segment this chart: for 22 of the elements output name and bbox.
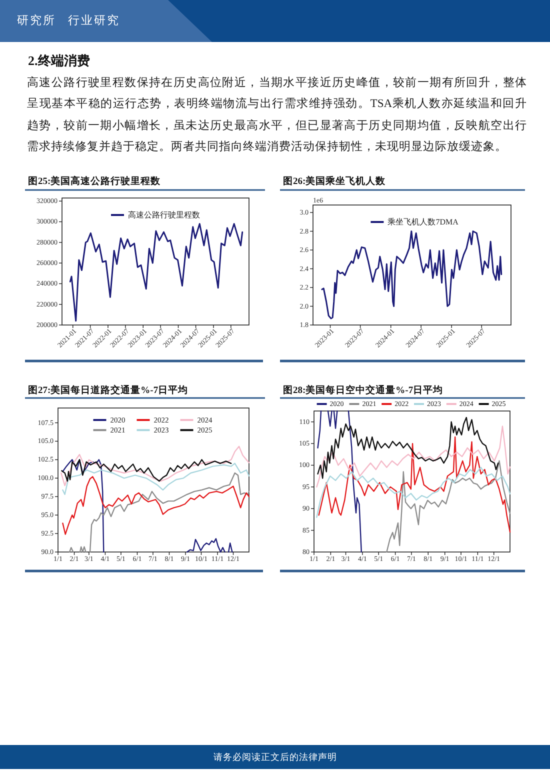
line-series <box>316 426 511 488</box>
line-series <box>60 446 250 486</box>
text: 请务必阅读正文后的法律声明 <box>213 752 337 762</box>
line-series <box>62 462 250 495</box>
chart-title: 图27:美国每日道路交通量%-7日平均 <box>28 384 188 396</box>
text: 高速公路行驶里程数保持在历史高位附近，当期水平接近历史峰值，较前一期有所回升，整体呈现基本平稳的运行态势，表明终端物流与出行需求维持强劲。TSA乘机人数亦延续温和回升趋势，较前一期小幅增长，虽未达历史最高水平，但已显著高于历史同期均值，反映航空出行需求持续修复并趋于稳定。两者共同指向终端消费活动保持韧性，未现明显边际放缓迹象。 <box>27 75 527 155</box>
text: 研究所 <box>17 13 56 27</box>
text: 2.终端消费 <box>28 53 90 68</box>
line-series <box>61 459 232 482</box>
line-series <box>317 416 499 479</box>
legend-label: 乘坐飞机人数7DMA <box>388 218 459 226</box>
line-series <box>69 223 244 322</box>
line-series <box>316 466 511 518</box>
chart-title: 图25:美国高速公路行驶里程数 <box>28 175 162 187</box>
legend-label: 高速公路行驶里程数 <box>128 210 200 220</box>
chart-title: 图26:美国乘坐飞机人数 <box>283 175 387 187</box>
line-series <box>62 476 250 535</box>
line-series <box>321 230 502 320</box>
text: 行业研究 <box>68 13 120 27</box>
line-series <box>318 436 511 533</box>
line-series <box>386 460 511 553</box>
chart-title: 图28:美国每日空中交通量%-7日平均 <box>283 384 444 396</box>
